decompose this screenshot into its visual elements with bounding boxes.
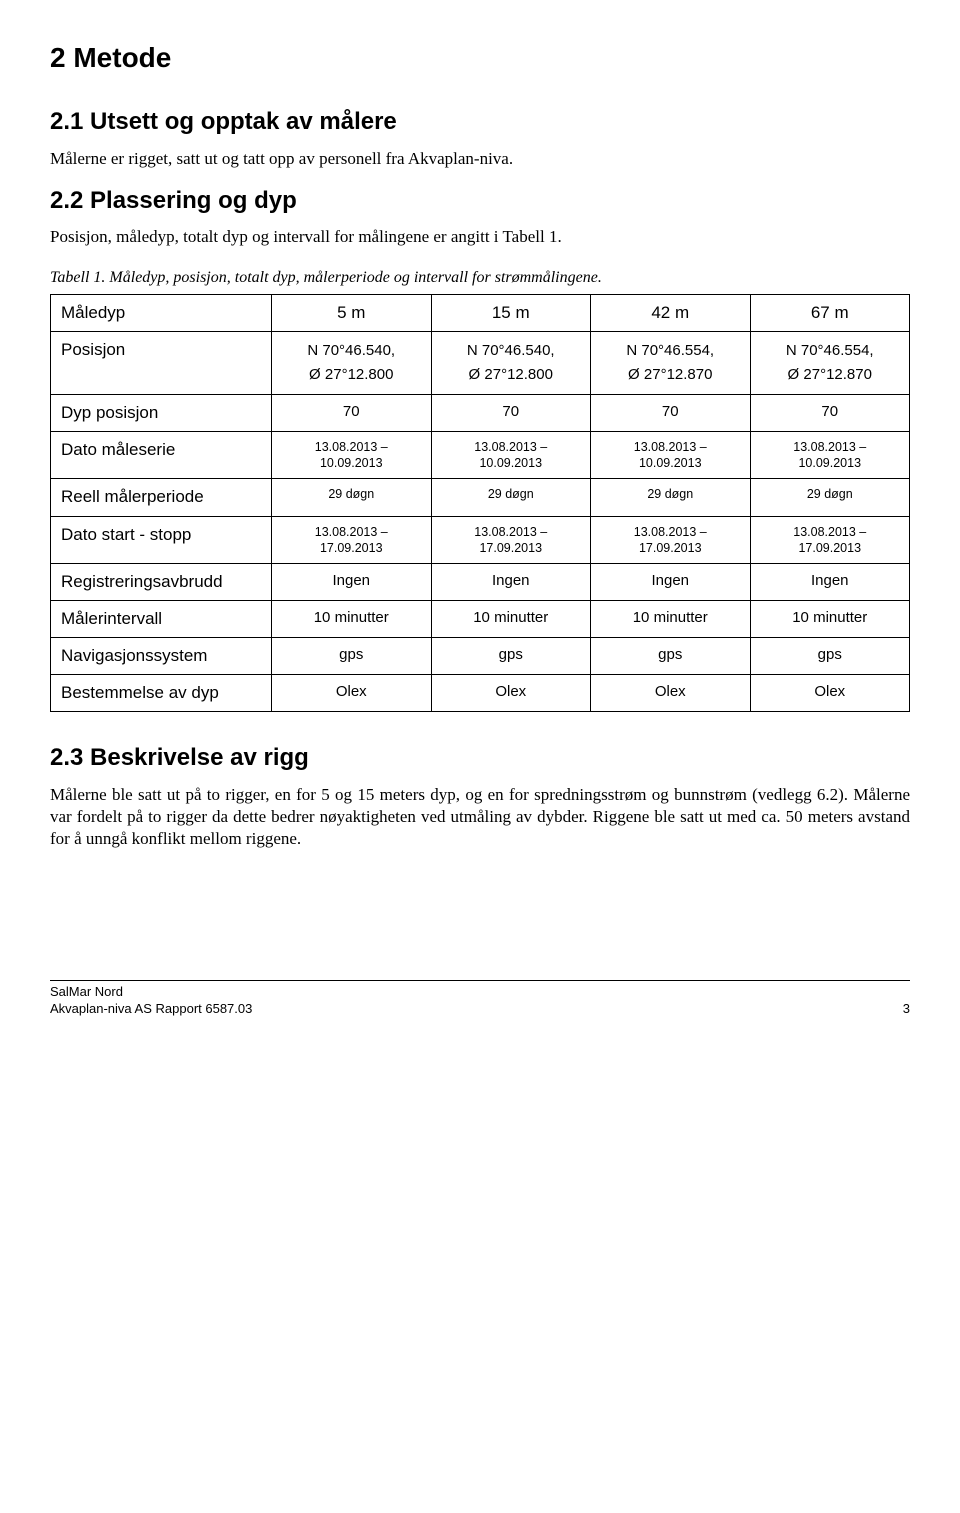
h2-beskrivelse: 2.3 Beskrivelse av rigg — [50, 742, 910, 773]
cell: 10 minutter — [591, 601, 751, 638]
row-label: Dyp posisjon — [51, 394, 272, 431]
cell: gps — [431, 638, 591, 675]
cell: 70 — [431, 394, 591, 431]
cell: 13.08.2013 –10.09.2013 — [591, 431, 751, 479]
cell: 70 — [750, 394, 910, 431]
cell: N 70°46.554,Ø 27°12.870 — [750, 331, 910, 394]
table-row: Målerintervall 10 minutter 10 minutter 1… — [51, 601, 910, 638]
row-label: Posisjon — [51, 331, 272, 394]
cell: gps — [272, 638, 432, 675]
col-head: 67 m — [750, 294, 910, 331]
cell: Ingen — [750, 564, 910, 601]
cell: 10 minutter — [431, 601, 591, 638]
table-row: Registreringsavbrudd Ingen Ingen Ingen I… — [51, 564, 910, 601]
cell: 70 — [591, 394, 751, 431]
footer-line1: SalMar Nord — [50, 984, 123, 999]
page-number: 3 — [903, 1001, 910, 1018]
cell: 29 døgn — [591, 479, 751, 516]
row-label: Registreringsavbrudd — [51, 564, 272, 601]
col-head: 5 m — [272, 294, 432, 331]
cell: 10 minutter — [750, 601, 910, 638]
cell: 29 døgn — [431, 479, 591, 516]
p-beskrivelse: Målerne ble satt ut på to rigger, en for… — [50, 784, 910, 850]
cell: Olex — [591, 675, 751, 712]
cell: Olex — [272, 675, 432, 712]
cell: 13.08.2013 –17.09.2013 — [750, 516, 910, 564]
table-row: Reell målerperiode 29 døgn 29 døgn 29 dø… — [51, 479, 910, 516]
table-row: Dato start - stopp 13.08.2013 –17.09.201… — [51, 516, 910, 564]
cell: N 70°46.554,Ø 27°12.870 — [591, 331, 751, 394]
cell: Ingen — [591, 564, 751, 601]
row-label: Måledyp — [51, 294, 272, 331]
cell: 29 døgn — [272, 479, 432, 516]
footer-left: SalMar Nord Akvaplan-niva AS Rapport 658… — [50, 984, 252, 1018]
cell: Olex — [431, 675, 591, 712]
row-label: Navigasjonssystem — [51, 638, 272, 675]
h2-plassering: 2.2 Plassering og dyp — [50, 185, 910, 216]
cell: 13.08.2013 –10.09.2013 — [431, 431, 591, 479]
footer-line2: Akvaplan-niva AS Rapport 6587.03 — [50, 1001, 252, 1016]
cell: 13.08.2013 –17.09.2013 — [431, 516, 591, 564]
footer: SalMar Nord Akvaplan-niva AS Rapport 658… — [50, 980, 910, 1018]
cell: 10 minutter — [272, 601, 432, 638]
cell: 70 — [272, 394, 432, 431]
cell: gps — [750, 638, 910, 675]
cell: gps — [591, 638, 751, 675]
cell: 13.08.2013 –17.09.2013 — [272, 516, 432, 564]
table-row: Måledyp 5 m 15 m 42 m 67 m — [51, 294, 910, 331]
row-label: Dato måleserie — [51, 431, 272, 479]
cell: 13.08.2013 –10.09.2013 — [750, 431, 910, 479]
h1-metode: 2 Metode — [50, 40, 910, 76]
cell: N 70°46.540,Ø 27°12.800 — [431, 331, 591, 394]
row-label: Målerintervall — [51, 601, 272, 638]
col-head: 15 m — [431, 294, 591, 331]
table-caption: Tabell 1. Måledyp, posisjon, totalt dyp,… — [50, 268, 910, 289]
cell: Olex — [750, 675, 910, 712]
row-label: Bestemmelse av dyp — [51, 675, 272, 712]
table-row: Dato måleserie 13.08.2013 –10.09.2013 13… — [51, 431, 910, 479]
col-head: 42 m — [591, 294, 751, 331]
table-row: Dyp posisjon 70 70 70 70 — [51, 394, 910, 431]
cell: 13.08.2013 –10.09.2013 — [272, 431, 432, 479]
cell: Ingen — [272, 564, 432, 601]
p-plassering: Posisjon, måledyp, totalt dyp og interva… — [50, 226, 910, 248]
p-utsett: Målerne er rigget, satt ut og tatt opp a… — [50, 148, 910, 170]
table-row: Navigasjonssystem gps gps gps gps — [51, 638, 910, 675]
h2-utsett: 2.1 Utsett og opptak av målere — [50, 106, 910, 137]
cell: 13.08.2013 –17.09.2013 — [591, 516, 751, 564]
table-row: Posisjon N 70°46.540,Ø 27°12.800 N 70°46… — [51, 331, 910, 394]
cell: 29 døgn — [750, 479, 910, 516]
table-maledyp: Måledyp 5 m 15 m 42 m 67 m Posisjon N 70… — [50, 294, 910, 713]
row-label: Dato start - stopp — [51, 516, 272, 564]
cell: N 70°46.540,Ø 27°12.800 — [272, 331, 432, 394]
table-row: Bestemmelse av dyp Olex Olex Olex Olex — [51, 675, 910, 712]
row-label: Reell målerperiode — [51, 479, 272, 516]
cell: Ingen — [431, 564, 591, 601]
